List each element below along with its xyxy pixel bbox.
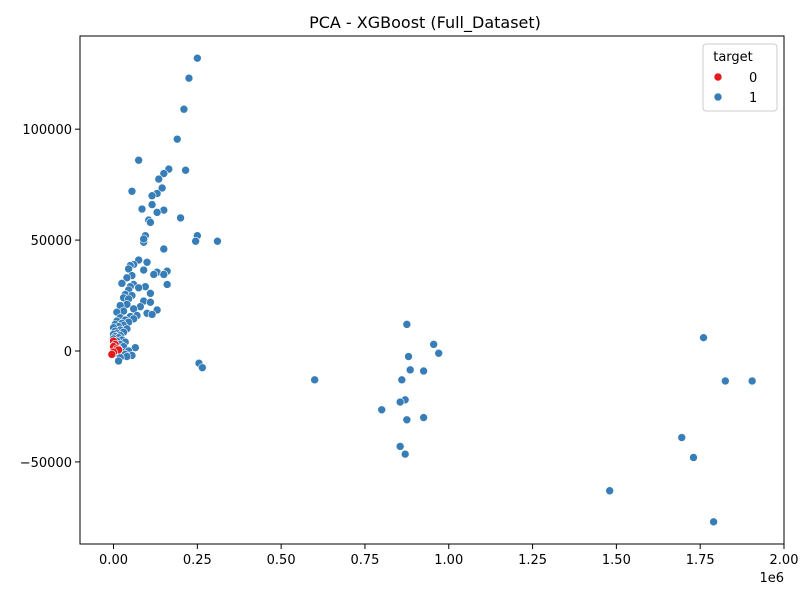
legend-marker-0: [713, 72, 723, 82]
plot-frame: [79, 35, 785, 545]
data-point-target-1: [139, 265, 148, 275]
legend-entry-1: 1: [713, 91, 757, 106]
data-point-target-1: [146, 289, 155, 298]
y-tick-label: 50000: [31, 234, 72, 249]
data-point-target-1: [142, 257, 152, 267]
legend-entry-0: 0: [713, 71, 757, 86]
x-tick-label: 0.25: [183, 553, 212, 568]
data-point-target-1: [181, 165, 190, 175]
y-tick-label: 0: [64, 345, 72, 360]
data-point-target-1: [117, 279, 127, 288]
legend-title: target: [713, 50, 753, 65]
data-point-target-1: [377, 405, 387, 415]
data-point-target-1: [147, 310, 157, 319]
data-point-target-1: [404, 352, 413, 361]
data-point-target-1: [146, 297, 155, 307]
data-point-target-0: [107, 350, 117, 359]
legend-label-0: 0: [749, 71, 757, 86]
data-point-target-1: [134, 155, 143, 165]
data-point-target-1: [134, 283, 143, 293]
x-axis-offset-label: 1e6: [759, 571, 784, 586]
x-tick-label: 2.00: [770, 553, 799, 568]
x-tick-label: 0.50: [267, 553, 296, 568]
data-point-target-1: [114, 356, 123, 366]
x-tick-label: 1.75: [686, 553, 715, 568]
data-point-target-1: [137, 204, 147, 214]
points-layer: [107, 53, 757, 527]
data-point-target-1: [434, 348, 444, 358]
data-point-target-1: [159, 244, 169, 254]
data-point-target-1: [747, 376, 757, 386]
y-tick-label: −50000: [20, 456, 72, 471]
data-point-target-1: [147, 200, 157, 209]
data-point-target-1: [159, 270, 169, 279]
data-point-target-1: [402, 320, 412, 329]
data-point-target-1: [152, 208, 162, 217]
legend-marker-1: [713, 92, 723, 102]
data-point-target-1: [709, 517, 718, 527]
data-point-target-1: [605, 486, 614, 496]
legend-label-1: 1: [749, 91, 757, 106]
data-point-target-1: [193, 53, 202, 63]
data-point-target-1: [402, 415, 412, 425]
data-point-target-1: [198, 363, 207, 372]
data-point-target-1: [191, 236, 200, 246]
data-point-target-1: [721, 376, 730, 386]
plot-area: [79, 35, 785, 545]
data-point-target-1: [677, 433, 687, 442]
data-point-target-1: [395, 397, 405, 407]
data-point-target-1: [159, 169, 169, 178]
data-point-target-1: [397, 375, 407, 385]
legend-box: [702, 43, 778, 112]
data-point-target-1: [127, 186, 137, 196]
data-point-target-1: [419, 366, 428, 376]
data-point-target-1: [154, 174, 164, 184]
data-point-target-1: [184, 73, 194, 83]
data-point-target-1: [162, 280, 172, 289]
data-point-target-1: [419, 413, 428, 422]
data-point-target-1: [122, 273, 132, 283]
data-point-target-1: [310, 375, 319, 385]
x-tick-label: 1.50: [602, 553, 631, 568]
data-point-target-1: [400, 449, 410, 459]
series-1: [109, 53, 757, 527]
data-point-target-1: [139, 234, 148, 244]
chart-title: PCA - XGBoost (Full_Dataset): [309, 13, 541, 33]
x-tick-label: 1.25: [518, 553, 547, 568]
data-point-target-1: [213, 236, 222, 246]
y-axis: −50000 0 50000 100000: [20, 123, 80, 471]
data-point-target-1: [405, 365, 415, 375]
data-point-target-1: [147, 191, 157, 201]
data-point-target-1: [157, 183, 167, 193]
data-point-target-1: [179, 104, 189, 114]
data-point-target-1: [395, 442, 405, 451]
data-point-target-1: [172, 134, 182, 144]
data-point-target-1: [176, 213, 185, 223]
x-tick-label: 1.00: [434, 553, 463, 568]
data-point-target-1: [146, 218, 155, 227]
data-point-target-1: [149, 270, 159, 279]
x-tick-label: 0.00: [99, 553, 128, 568]
x-tick-label: 0.75: [350, 553, 379, 568]
y-tick-label: 100000: [22, 123, 72, 138]
data-point-target-1: [689, 453, 698, 462]
legend: target 0 1: [702, 43, 778, 112]
data-point-target-1: [699, 333, 708, 342]
series-0: [107, 336, 123, 359]
x-axis: 0.00 0.25 0.50 0.75 1.00 1.25 1.50 1.75 2.00: [99, 544, 798, 568]
data-point-target-1: [429, 340, 438, 349]
